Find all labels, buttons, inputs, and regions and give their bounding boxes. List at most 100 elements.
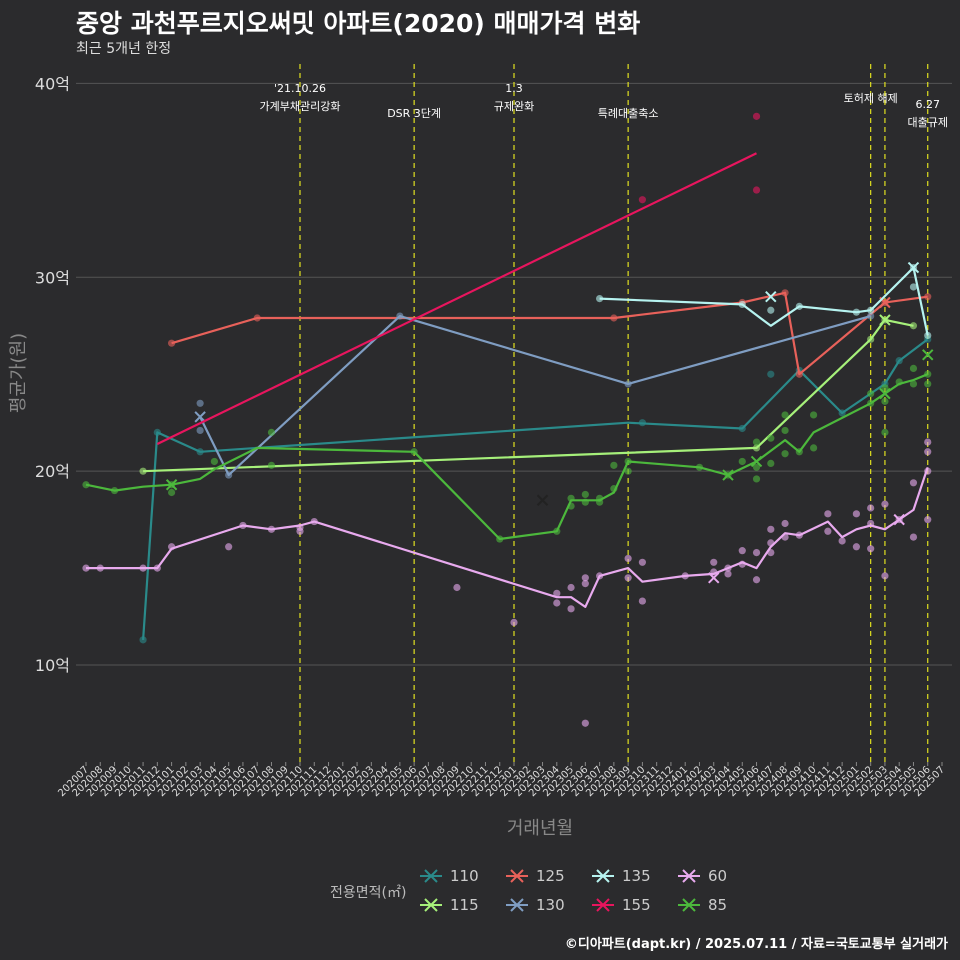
cross-marker-60 (708, 572, 720, 584)
data-point-60 (838, 537, 846, 545)
event-label: 6.27 (915, 98, 940, 111)
data-point-60 (638, 558, 647, 566)
data-point-130 (196, 399, 204, 407)
legend-marker-icon (420, 869, 442, 883)
data-point-60 (567, 583, 575, 592)
data-point-85 (810, 444, 818, 452)
data-point-60 (767, 549, 775, 557)
data-point-60 (824, 510, 832, 518)
y-tick-label: 30억 (35, 268, 70, 287)
cross-marker-85 (165, 479, 178, 491)
legend-item-85: 85 (676, 895, 727, 915)
data-point-60 (82, 564, 90, 572)
data-point-85 (881, 397, 889, 405)
data-point-60 (596, 572, 604, 580)
data-point-110 (767, 370, 775, 378)
data-point-110 (895, 357, 903, 365)
data-point-85 (781, 426, 789, 435)
data-point-85 (752, 475, 761, 483)
data-point-85 (767, 434, 775, 442)
data-point-85 (624, 467, 632, 475)
data-point-85 (496, 535, 504, 543)
data-point-85 (267, 461, 276, 469)
cross-marker-85 (750, 455, 763, 468)
cross-marker-130 (194, 411, 206, 423)
data-point-85 (909, 364, 918, 373)
data-point-60 (710, 558, 718, 566)
data-point-85 (781, 411, 789, 419)
legend-label: 155 (622, 896, 651, 914)
data-point-135 (738, 300, 746, 309)
data-point-130 (867, 312, 875, 320)
legend-label: 125 (536, 867, 565, 885)
event-label: 토허제 해제 (844, 91, 898, 105)
data-point-85 (410, 448, 418, 456)
data-point-115 (139, 467, 147, 475)
data-point-60 (724, 564, 732, 572)
legend-marker-icon (678, 869, 700, 883)
data-point-60 (581, 580, 589, 588)
data-point-60 (909, 479, 918, 487)
data-point-60 (553, 589, 561, 597)
data-point-85 (581, 498, 589, 506)
data-point-110 (738, 424, 746, 433)
data-point-60 (581, 719, 589, 727)
data-point-125 (253, 314, 261, 322)
legend-marker-icon (592, 898, 614, 912)
data-point-60 (824, 527, 832, 535)
cross-marker-135 (907, 261, 920, 274)
chart-title: 중앙 과천푸르지오써밋 아파트(2020) 매매가격 변화 (76, 9, 641, 38)
data-point-60 (310, 517, 318, 526)
x-axis-title: 거래년월 (507, 818, 573, 839)
data-point-135 (924, 331, 932, 340)
data-point-155 (638, 196, 647, 204)
event-label: '21.10.26 (274, 82, 326, 95)
cross-marker-85 (922, 349, 934, 361)
data-point-60 (924, 467, 932, 475)
cross-marker-85 (722, 469, 734, 481)
data-point-60 (225, 543, 233, 551)
legend-label: 110 (450, 867, 479, 885)
data-point-60 (581, 574, 589, 582)
event-label: 규제완화 (494, 100, 534, 113)
data-point-60 (867, 504, 875, 512)
data-point-135 (909, 283, 918, 291)
data-point-60 (795, 531, 803, 539)
series-line-85 (85, 373, 929, 541)
data-point-85 (267, 428, 276, 436)
data-point-85 (553, 527, 561, 535)
data-point-85 (82, 481, 90, 489)
event-label: 특례대출축소 (598, 107, 659, 120)
data-point-135 (795, 302, 803, 310)
source-caption: ©디아파트(dapt.kr) / 2025.07.11 / 자료=국토교통부 실… (564, 937, 948, 952)
data-point-135 (852, 308, 861, 316)
data-point-110 (838, 409, 846, 417)
series-line-155 (156, 152, 757, 445)
data-point-60 (924, 448, 932, 456)
data-point-60 (710, 568, 718, 576)
y-tick-label: 40억 (35, 74, 70, 93)
data-point-85 (795, 448, 803, 456)
data-point-85 (924, 370, 932, 378)
data-point-60 (638, 597, 647, 605)
data-point-110 (196, 448, 204, 456)
legend-label: 135 (622, 867, 651, 885)
data-point-130 (624, 380, 632, 388)
legend-marker-icon (678, 898, 700, 912)
y-tick-label: 10억 (35, 656, 70, 675)
data-point-85 (752, 463, 761, 471)
event-label: DSR 3단계 (387, 107, 441, 120)
data-point-60 (924, 516, 932, 524)
data-point-85 (567, 502, 575, 510)
cross-marker-115 (879, 314, 891, 326)
data-point-60 (624, 554, 632, 563)
series-line-135 (599, 266, 929, 336)
data-point-60 (139, 564, 147, 572)
data-point-115 (909, 322, 918, 330)
data-point-60 (239, 521, 247, 530)
legend-item-155: 155 (590, 895, 651, 915)
chart-subtitle: 최근 5개년 한정 (76, 41, 172, 57)
y-tick-label: 20억 (35, 462, 70, 481)
data-point-60 (553, 599, 561, 607)
data-point-125 (610, 314, 618, 322)
